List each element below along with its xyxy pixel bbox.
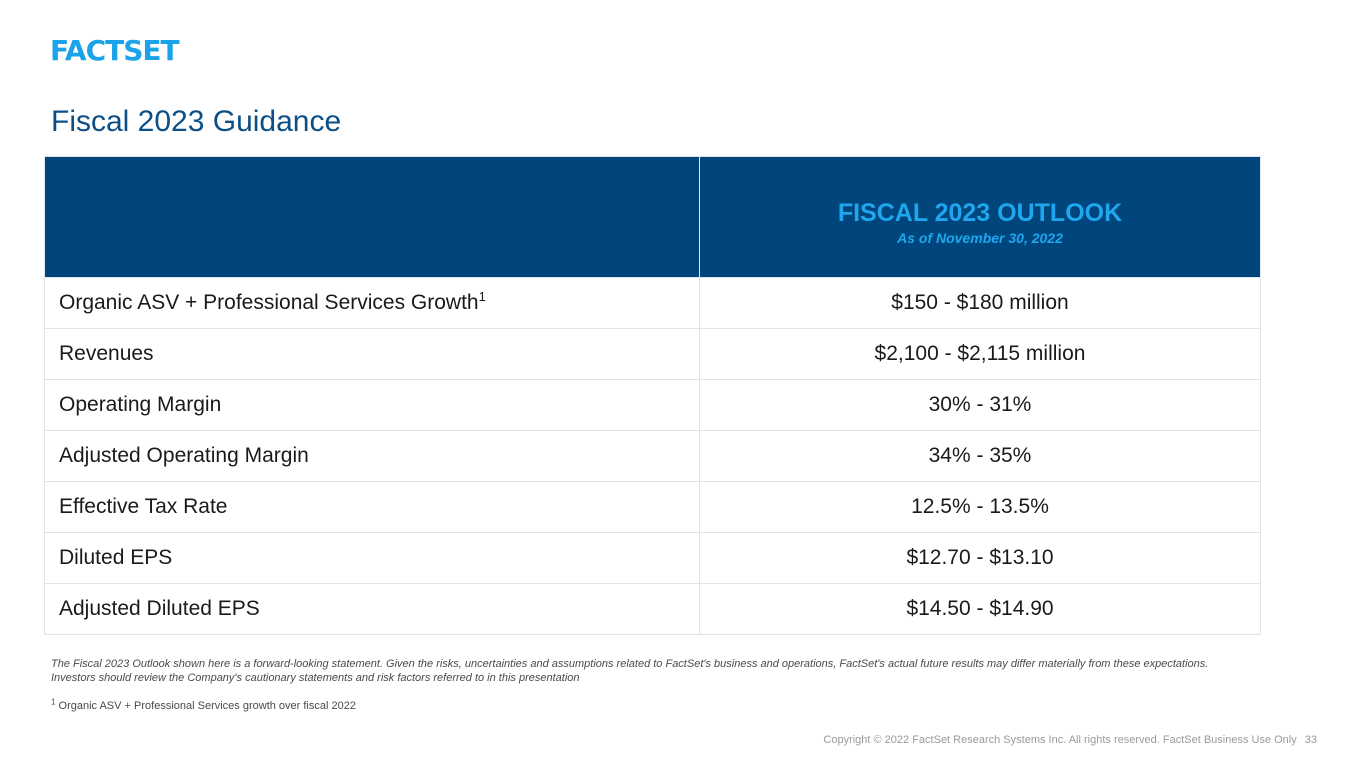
metric-label: Diluted EPS: [44, 532, 700, 584]
outlook-title: FISCAL 2023 OUTLOOK: [837, 199, 1123, 227]
page-title: Fiscal 2023 Guidance: [51, 105, 342, 138]
footnote-text: Organic ASV + Professional Services grow…: [55, 700, 356, 712]
copyright-text: Copyright © 2022 FactSet Research System…: [823, 734, 1297, 746]
table-row: Adjusted Diluted EPS $14.50 - $14.90: [44, 583, 1261, 635]
outlook-date: As of November 30, 2022: [897, 230, 1063, 246]
metric-label: Effective Tax Rate: [44, 481, 700, 533]
metric-value: $2,100 - $2,115 million: [699, 328, 1261, 380]
metric-label: Operating Margin: [44, 379, 700, 431]
guidance-table: FISCAL 2023 OUTLOOK As of November 30, 2…: [44, 156, 1261, 635]
footnote: 1 Organic ASV + Professional Services gr…: [51, 697, 356, 712]
footnote-marker: 1: [51, 697, 56, 707]
metric-label: Adjusted Diluted EPS: [44, 583, 700, 635]
table-row: Organic ASV + Professional Services Grow…: [44, 277, 1261, 329]
forward-looking-disclaimer: The Fiscal 2023 Outlook shown here is a …: [51, 657, 1251, 685]
footnote-marker: 1: [478, 289, 486, 304]
metric-label: Adjusted Operating Margin: [44, 430, 700, 482]
metric-value: $12.70 - $13.10: [699, 532, 1261, 584]
header-empty-cell: [44, 156, 700, 278]
table-row: Adjusted Operating Margin 34% - 35%: [44, 430, 1261, 482]
table-row: Revenues $2,100 - $2,115 million: [44, 328, 1261, 380]
page-number: 33: [1304, 734, 1317, 746]
header-outlook-cell: FISCAL 2023 OUTLOOK As of November 30, 2…: [699, 156, 1261, 278]
table-header-row: FISCAL 2023 OUTLOOK As of November 30, 2…: [44, 156, 1261, 278]
factset-logo: FACTSET: [50, 34, 180, 67]
metric-label: Organic ASV + Professional Services Grow…: [44, 277, 700, 329]
metric-value: 12.5% - 13.5%: [699, 481, 1261, 533]
table-row: Operating Margin 30% - 31%: [44, 379, 1261, 431]
metric-label: Revenues: [44, 328, 700, 380]
disclaimer-line-2: Investors should review the Company's ca…: [51, 672, 580, 684]
metric-value: 30% - 31%: [699, 379, 1261, 431]
metric-value: $150 - $180 million: [699, 277, 1261, 329]
metric-value: 34% - 35%: [699, 430, 1261, 482]
copyright-footer: Copyright © 2022 FactSet Research System…: [823, 734, 1317, 746]
metric-value: $14.50 - $14.90: [699, 583, 1261, 635]
table-row: Effective Tax Rate 12.5% - 13.5%: [44, 481, 1261, 533]
table-row: Diluted EPS $12.70 - $13.10: [44, 532, 1261, 584]
disclaimer-line-1: The Fiscal 2023 Outlook shown here is a …: [51, 658, 1209, 670]
metric-text: Organic ASV + Professional Services Grow…: [59, 291, 479, 314]
